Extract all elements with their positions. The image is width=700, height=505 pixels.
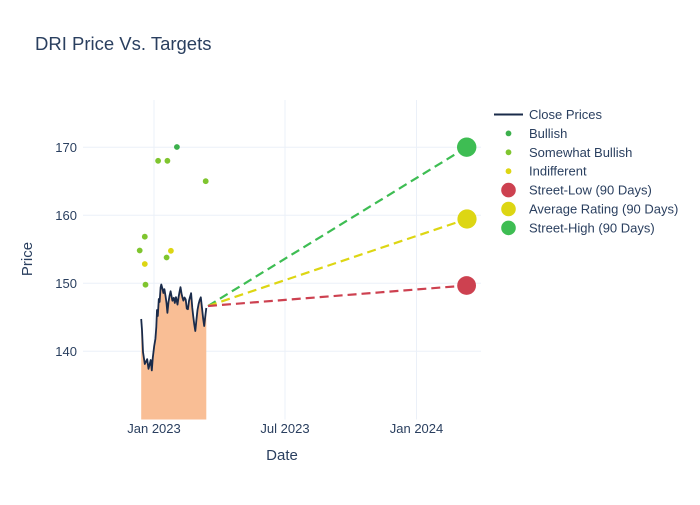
svg-text:Jan 2023: Jan 2023 (127, 421, 181, 436)
svg-text:Jan 2024: Jan 2024 (390, 421, 444, 436)
svg-text:Jul 2023: Jul 2023 (260, 421, 309, 436)
svg-text:Price: Price (19, 242, 36, 276)
svg-text:Close Prices: Close Prices (529, 107, 602, 122)
svg-text:Somewhat Bullish: Somewhat Bullish (529, 145, 632, 160)
svg-text:DRI Price Vs. Targets: DRI Price Vs. Targets (35, 33, 212, 54)
svg-text:Bullish: Bullish (529, 126, 567, 141)
svg-text:140: 140 (55, 344, 77, 359)
svg-text:Date: Date (266, 447, 298, 464)
svg-text:160: 160 (55, 208, 77, 223)
svg-text:170: 170 (55, 140, 77, 155)
svg-text:Average Rating (90 Days): Average Rating (90 Days) (529, 202, 678, 217)
svg-text:Street-High (90 Days): Street-High (90 Days) (529, 220, 655, 235)
svg-text:Indifferent: Indifferent (529, 164, 587, 179)
svg-text:150: 150 (55, 276, 77, 291)
svg-text:Street-Low (90 Days): Street-Low (90 Days) (529, 183, 652, 198)
